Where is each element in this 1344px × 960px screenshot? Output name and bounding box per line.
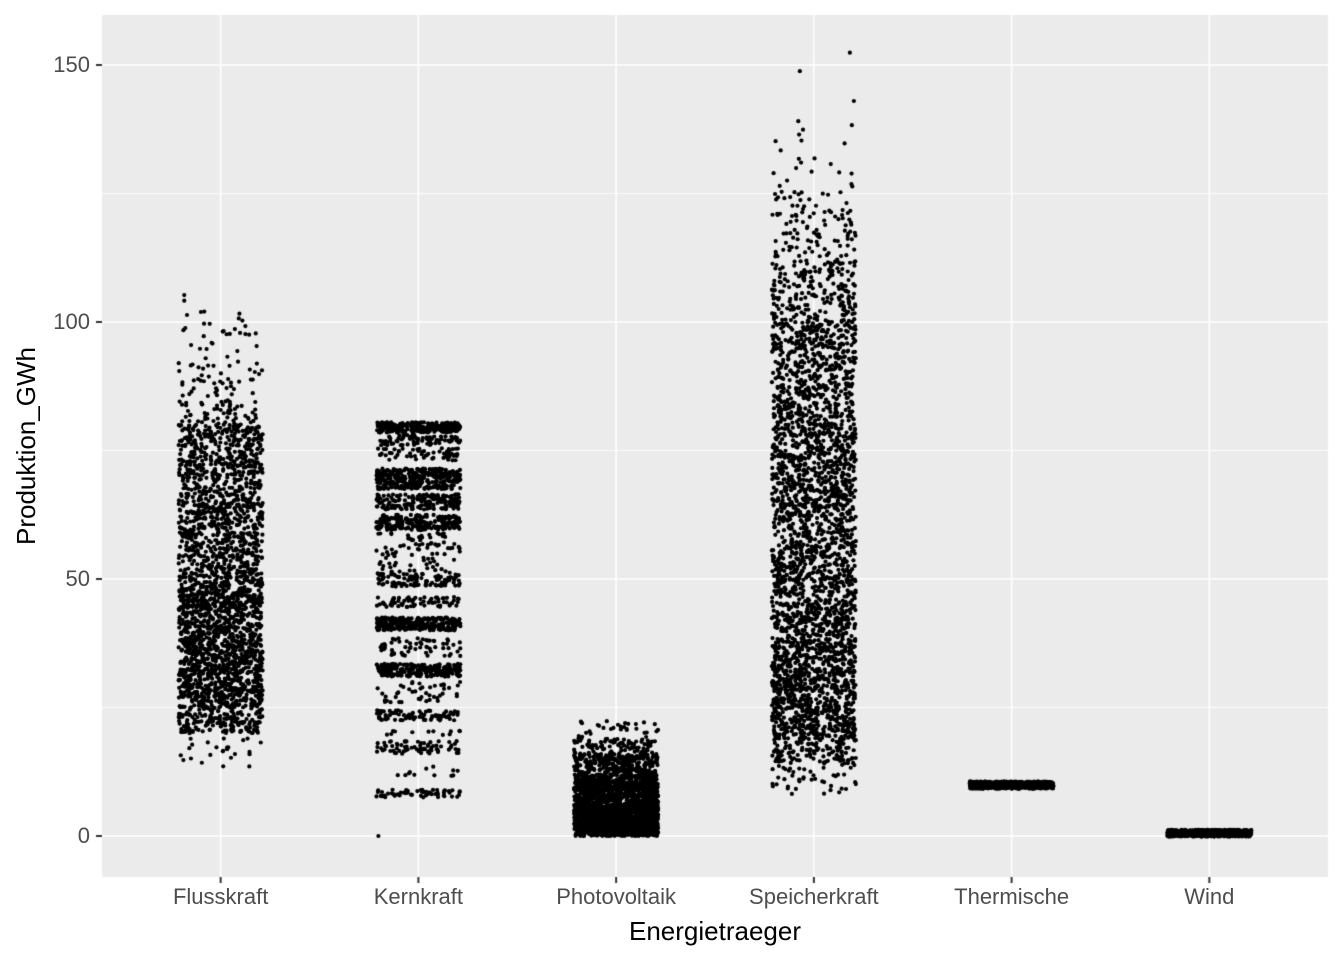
y-axis-title: Produktion_GWh xyxy=(11,347,41,545)
x-tick-label-speicherkraft: Speicherkraft xyxy=(749,884,879,909)
x-tick-label-flusskraft: Flusskraft xyxy=(172,884,269,909)
y-tick-label-100: 100 xyxy=(53,309,90,334)
x-tick-label-kernkraft: Kernkraft xyxy=(373,884,464,909)
y-tick-label-150: 150 xyxy=(53,52,90,77)
x-tick-label-thermische: Thermische xyxy=(954,884,1070,909)
x-tick-label-photovoltaik: Photovoltaik xyxy=(556,884,677,909)
x-axis-title: Energietraeger xyxy=(629,916,801,946)
y-tick-label-50: 50 xyxy=(65,566,90,591)
x-tick-label-wind: Wind xyxy=(1184,884,1235,909)
y-tick-label-0: 0 xyxy=(77,823,90,848)
